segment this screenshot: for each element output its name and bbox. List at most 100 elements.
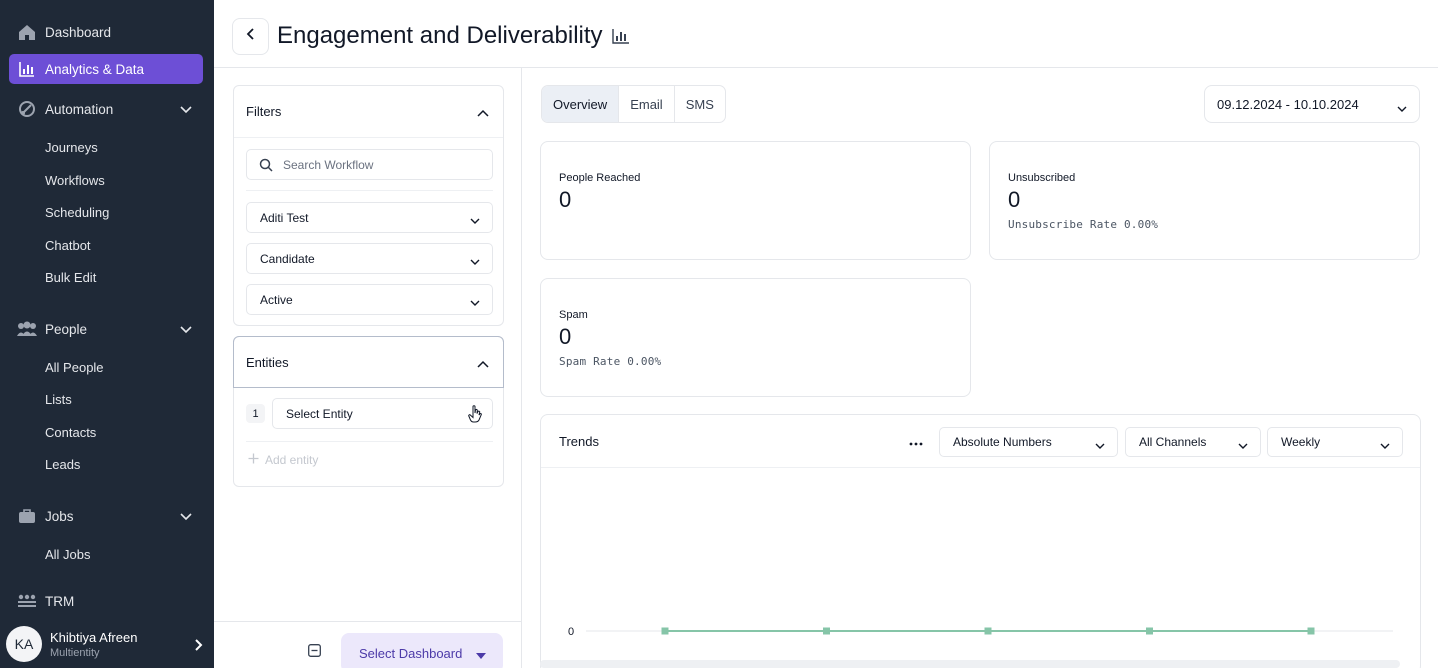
metric-select[interactable]: Absolute Numbers [939,427,1118,457]
bar-chart-icon[interactable] [612,28,630,49]
horizontal-scrollbar[interactable] [540,660,1400,668]
select-value: Aditi Test [260,210,309,225]
sidebar-item-dashboard[interactable]: Dashboard [9,17,203,47]
sidebar-subitem-workflows[interactable]: Workflows [45,173,105,188]
chevron-right-icon[interactable] [189,636,207,659]
sidebar-subitem-journeys[interactable]: Journeys [45,140,98,155]
sidebar-item-trm[interactable]: TRM [9,586,203,616]
chevron-down-icon [1238,439,1248,453]
card-subtext: Spam Rate 0.00% [559,355,662,368]
search-icon [259,158,273,175]
entities-panel: Entities 1 Select Entity Add entity [233,336,504,487]
entities-title: Entities [246,354,289,370]
back-button[interactable] [232,18,269,55]
people-icon [9,321,45,337]
bar-chart-icon [9,61,45,77]
sidebar-item-jobs[interactable]: Jobs [9,501,203,531]
date-range-value: 09.12.2024 - 10.10.2024 [1217,96,1359,112]
divider [246,190,493,191]
select-dashboard-button[interactable]: Select Dashboard [341,633,503,668]
page-title: Engagement and Deliverability [277,22,603,49]
sidebar: Dashboard Analytics & Data Automation Jo… [0,0,214,668]
unsubscribed-card: Unsubscribed 0 Unsubscribe Rate 0.00% [989,141,1420,260]
avatar: KA [6,626,42,662]
chevron-up-icon[interactable] [477,358,489,373]
add-entity-button[interactable]: Add entity [248,453,318,467]
y-tick-label: 0 [568,626,574,638]
card-subtext: Unsubscribe Rate 0.00% [1008,218,1159,231]
chevron-down-icon [1095,439,1105,453]
profile-name: Khibtiya Afreen [50,630,138,645]
chevron-down-icon[interactable] [179,322,193,341]
select-entity-dropdown[interactable]: Select Entity [272,398,493,429]
more-options-icon[interactable] [909,433,923,449]
sidebar-subitem-scheduling[interactable]: Scheduling [45,205,110,220]
trends-header: Trends Absolute Numbers All Channels Wee… [541,415,1420,468]
card-value: 0 [559,187,572,212]
chevron-down-icon [1397,101,1407,116]
briefcase-icon [9,508,45,524]
channel-select[interactable]: All Channels [1125,427,1261,457]
data-point[interactable] [984,627,992,635]
select-value: Weekly [1281,435,1321,449]
trm-icon [9,593,45,609]
select-value: Active [260,292,293,307]
select-value: Absolute Numbers [953,435,1052,449]
channel-tabs: Overview Email SMS [541,85,726,123]
card-title: People Reached [559,172,641,184]
sidebar-subitem-lists[interactable]: Lists [45,392,72,407]
automation-icon [9,99,45,119]
filter-select-workflow[interactable]: Aditi Test [246,202,493,233]
sidebar-item-label: TRM [45,593,75,609]
entity-index: 1 [246,404,265,423]
sidebar-item-label: People [45,321,88,337]
hand-cursor-icon [468,405,482,426]
profile-subtitle: Multientity [50,647,100,659]
sidebar-subitem-bulk-edit[interactable]: Bulk Edit [45,270,97,285]
select-dashboard-label: Select Dashboard [359,645,463,661]
entities-panel-header[interactable]: Entities [233,336,504,388]
period-select[interactable]: Weekly [1267,427,1403,457]
divider [246,441,493,442]
chevron-down-icon [1380,439,1390,453]
data-point[interactable] [661,627,669,635]
sidebar-item-people[interactable]: People [9,314,203,344]
chevron-down-icon[interactable] [179,509,193,528]
data-point[interactable] [1146,627,1153,635]
sidebar-subitem-leads[interactable]: Leads [45,457,81,472]
search-workflow-input[interactable]: Search Workflow [246,149,493,180]
sidebar-item-label: Jobs [45,508,74,524]
chevron-up-icon[interactable] [477,107,489,122]
data-point[interactable] [823,627,830,635]
column-divider [521,67,522,668]
sidebar-subitem-all-jobs[interactable]: All Jobs [45,547,91,562]
date-range-picker[interactable]: 09.12.2024 - 10.10.2024 [1204,85,1420,123]
tab-sms[interactable]: SMS [685,96,714,112]
tab-overview[interactable]: Overview [542,86,620,122]
sidebar-item-label: Automation [45,101,114,117]
filters-panel: Filters Search Workflow Aditi Test Candi… [233,85,504,326]
sidebar-item-label: Analytics & Data [45,61,145,77]
sidebar-item-analytics[interactable]: Analytics & Data [9,54,203,84]
collapse-icon[interactable] [308,644,321,662]
chevron-down-icon[interactable] [179,102,193,121]
select-value: Candidate [260,251,315,266]
spam-card: Spam 0 Spam Rate 0.00% [540,278,971,397]
plus-icon [248,453,259,467]
data-point[interactable] [1307,627,1315,635]
card-title: Spam [559,309,588,321]
chevron-down-icon [470,214,480,228]
sidebar-subitem-chatbot[interactable]: Chatbot [45,238,91,253]
sidebar-item-automation[interactable]: Automation [9,94,203,124]
search-placeholder: Search Workflow [283,157,374,172]
user-profile[interactable]: KA Khibtiya Afreen Multientity [0,626,214,668]
tab-email[interactable]: Email [619,86,675,122]
filter-select-type[interactable]: Candidate [246,243,493,274]
sidebar-subitem-all-people[interactable]: All People [45,360,104,375]
trends-title: Trends [559,434,599,449]
sidebar-subitem-contacts[interactable]: Contacts [45,425,97,440]
filters-panel-header[interactable]: Filters [234,86,503,138]
header-divider [214,67,1438,68]
add-entity-label: Add entity [265,453,319,467]
filter-select-status[interactable]: Active [246,284,493,315]
